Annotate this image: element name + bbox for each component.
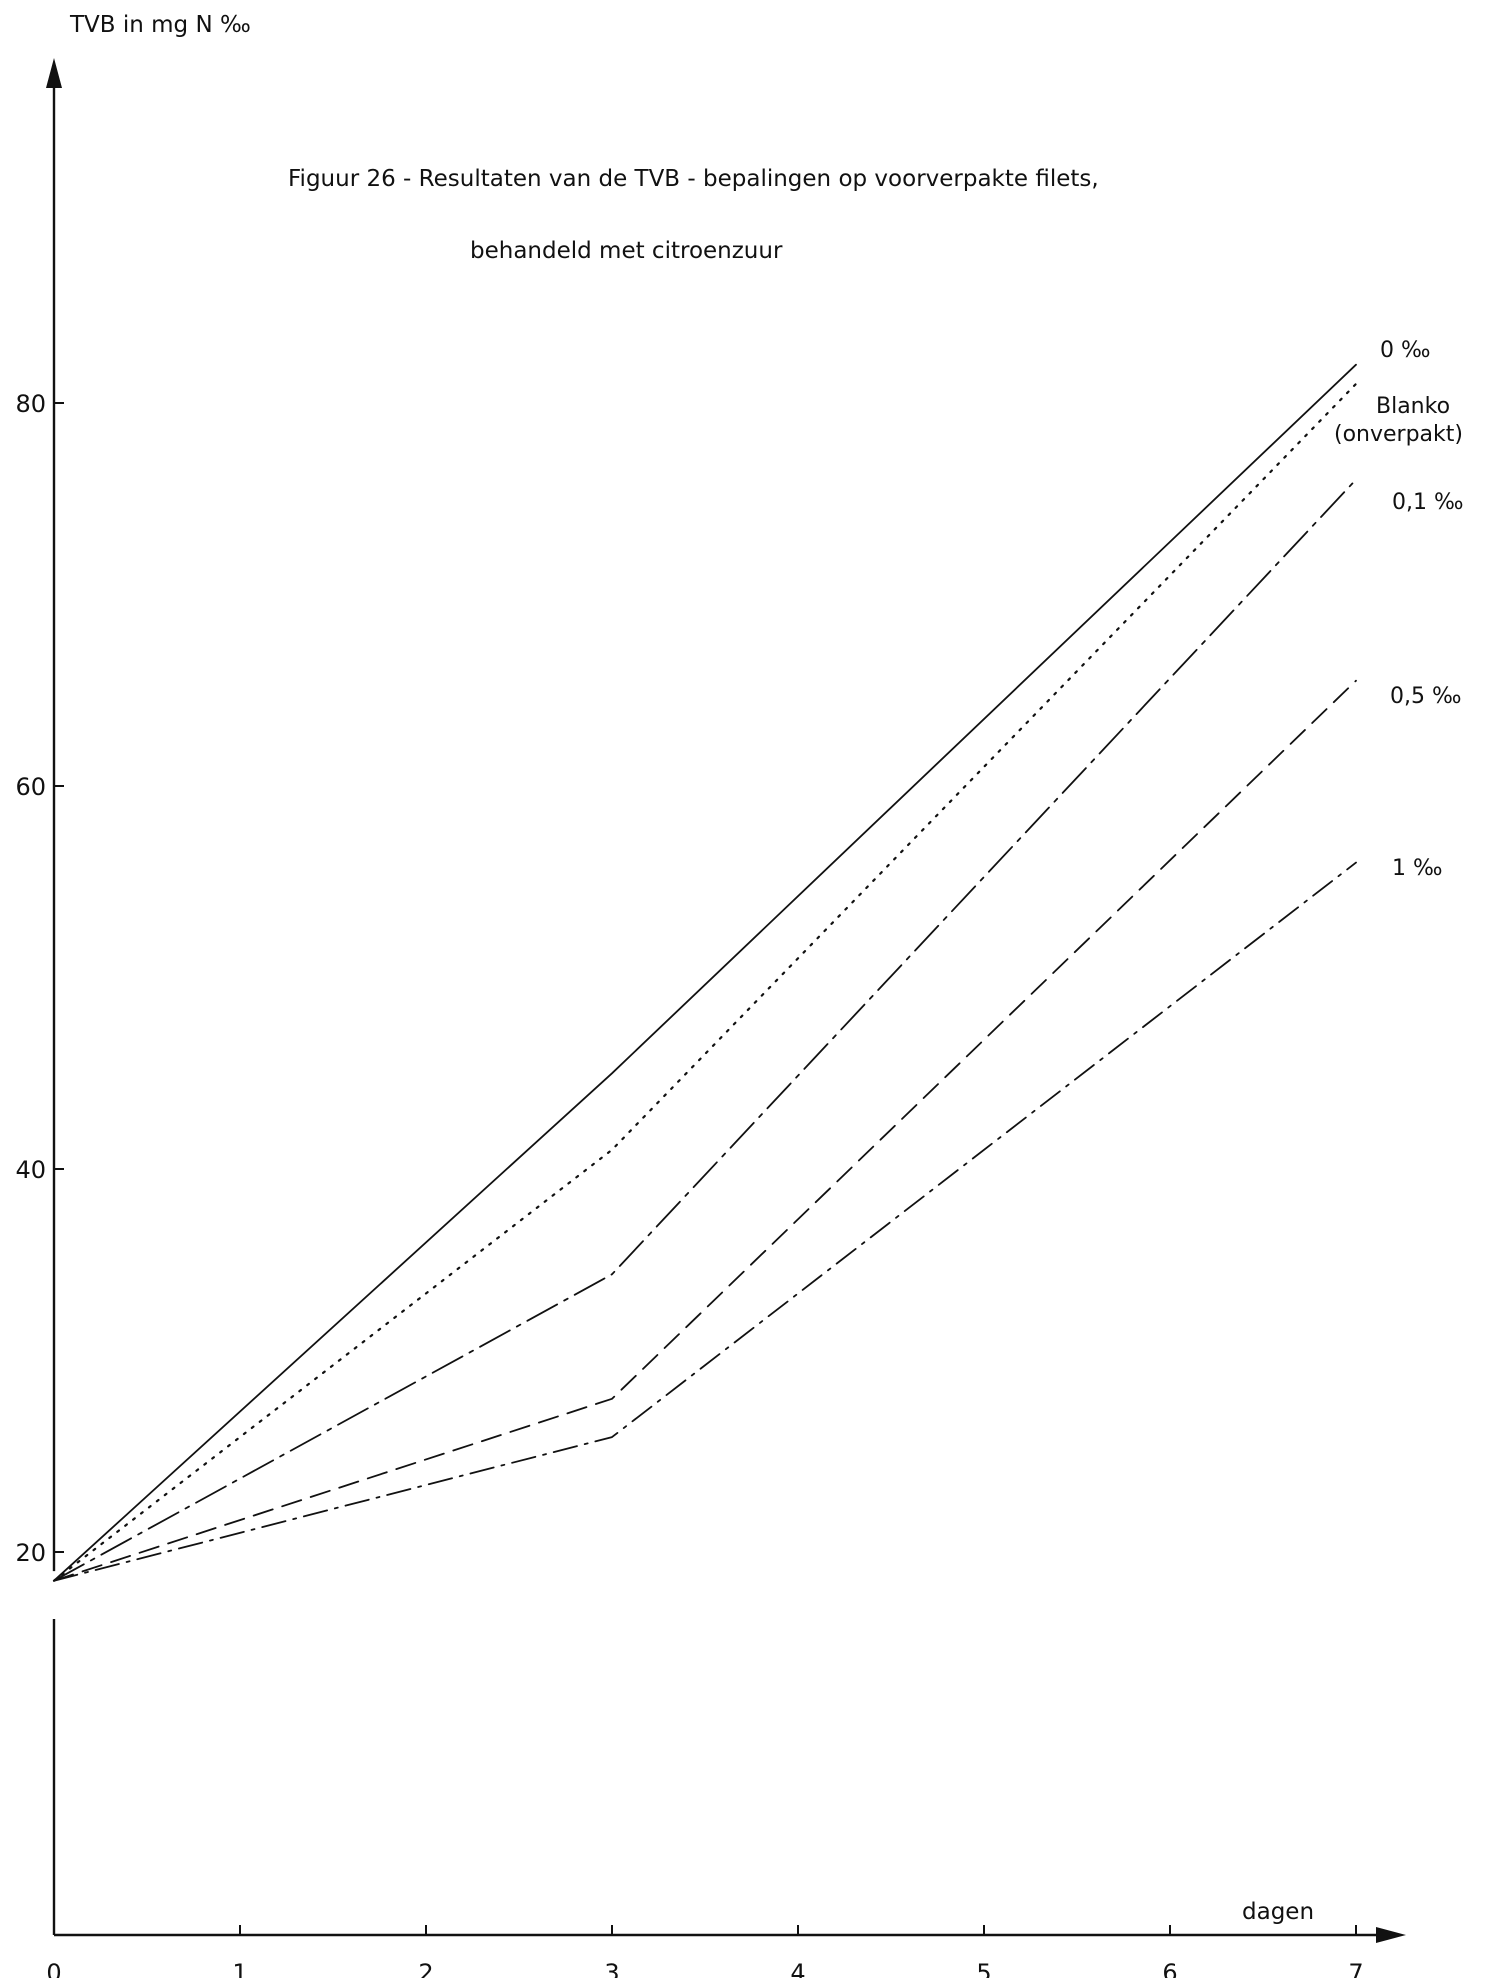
x-tick-label-3: 3 (604, 1959, 619, 1978)
axes (46, 58, 1406, 1943)
x-axis-arrowhead (1376, 1927, 1406, 1943)
series-label-line: (onverpakt) (1334, 422, 1463, 447)
series-line-2 (53, 478, 1357, 1582)
y-axis-label: TVB in mg N ‰ (69, 12, 251, 38)
series-line-3 (53, 679, 1357, 1582)
series-label-line: 0,5 ‰ (1390, 684, 1462, 709)
x-tick-label-4: 4 (790, 1959, 805, 1978)
x-axis-label: dagen (1242, 1899, 1314, 1925)
chart-title: Figuur 26 - Resultaten van de TVB - bepa… (288, 166, 1099, 192)
series-label-line: Blanko (1376, 394, 1450, 419)
series-label-2: 0,1 ‰ (1392, 490, 1464, 515)
series-label-1: Blanko (onverpakt) (1334, 394, 1463, 447)
series-labels: 0 ‰ Blanko (onverpakt) 0,1 ‰ 0,5 ‰ 1 ‰ (1334, 338, 1464, 881)
x-tick-label-5: 5 (976, 1959, 991, 1978)
series-label-line: 0 ‰ (1380, 338, 1431, 363)
y-axis-arrowhead (46, 58, 62, 88)
series-label-4: 1 ‰ (1392, 856, 1443, 881)
series-label-3: 0,5 ‰ (1390, 684, 1462, 709)
y-tick-label-20: 20 (15, 1539, 46, 1567)
x-tick-label-7: 7 (1348, 1959, 1363, 1978)
series-label-line: 1 ‰ (1392, 856, 1443, 881)
series-line-4 (53, 861, 1357, 1582)
x-tick-label-6: 6 (1162, 1959, 1177, 1978)
series-lines (52, 363, 1358, 1582)
series-line-0 (53, 363, 1357, 1582)
series-label-line: 0,1 ‰ (1392, 490, 1464, 515)
y-tick-label-40: 40 (15, 1156, 46, 1184)
chart-subtitle: behandeld met citroenzuur (470, 238, 783, 264)
x-tick-label-2: 2 (418, 1959, 433, 1978)
series-line-1 (52, 382, 1358, 1582)
series-label-0: 0 ‰ (1380, 338, 1431, 363)
x-tick-label-1: 1 (232, 1959, 247, 1978)
x-tick-label-0: 0 (46, 1959, 61, 1978)
y-tick-label-80: 80 (15, 390, 46, 418)
ticks: 0 1 2 3 4 5 6 7 20 40 60 80 (15, 390, 1363, 1978)
y-tick-label-60: 60 (15, 773, 46, 801)
